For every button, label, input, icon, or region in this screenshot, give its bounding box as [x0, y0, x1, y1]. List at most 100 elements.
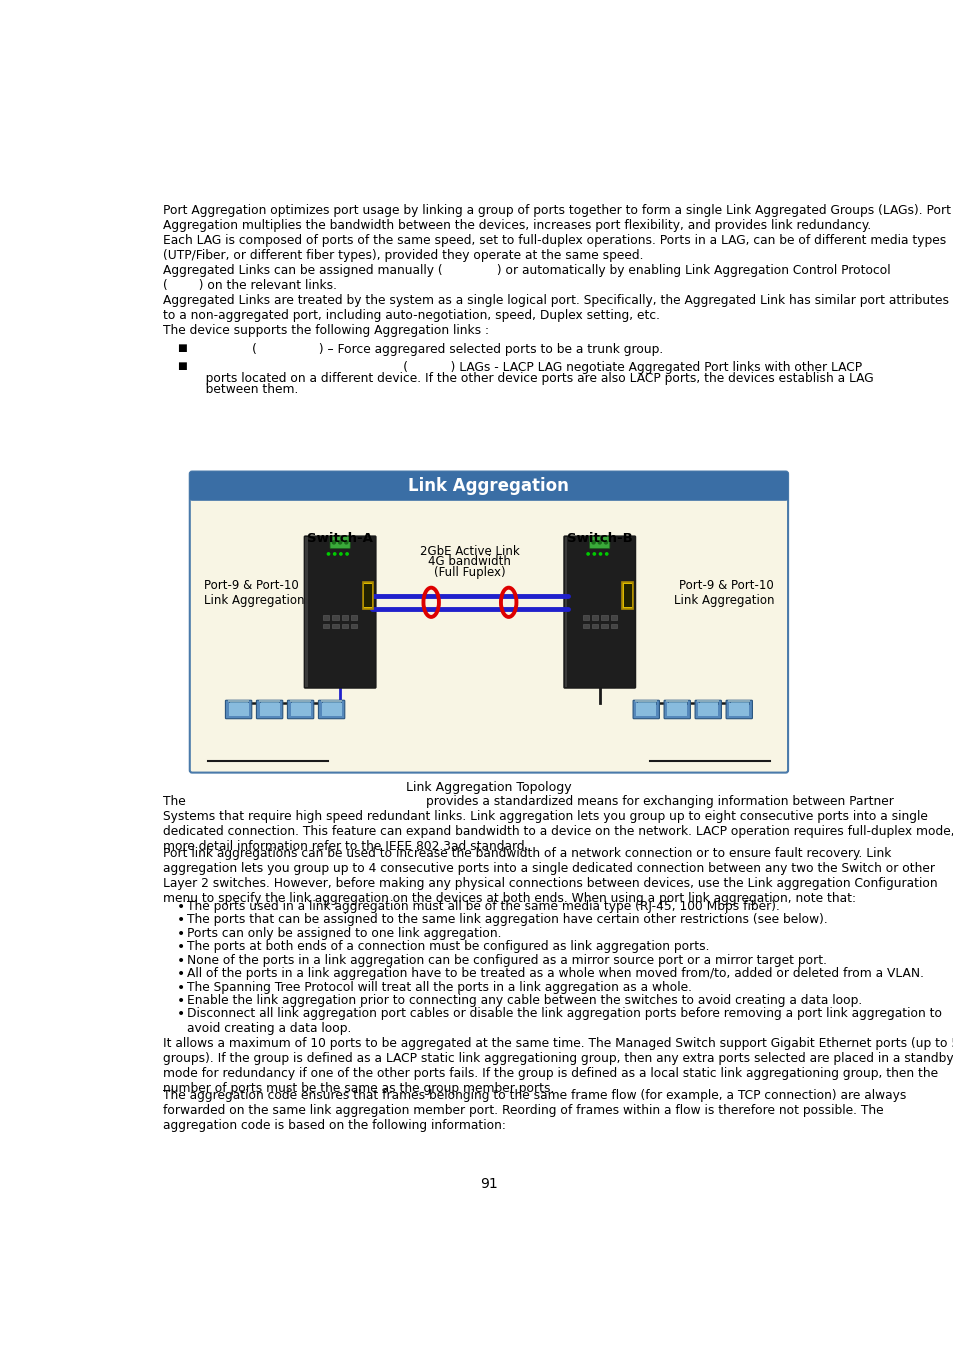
Text: Aggregated Links can be assigned manually (              ) or automatically by e: Aggregated Links can be assigned manuall… — [163, 265, 890, 293]
Circle shape — [586, 552, 589, 555]
Circle shape — [339, 552, 342, 555]
Circle shape — [346, 552, 348, 555]
Text: Port link aggregations can be used to increase the bandwidth of a network connec: Port link aggregations can be used to in… — [163, 848, 937, 906]
Text: •: • — [177, 913, 186, 927]
Bar — [636, 703, 656, 716]
Bar — [362, 582, 373, 609]
Bar — [643, 701, 648, 707]
Text: The Spanning Tree Protocol will treat all the ports in a link aggregation as a w: The Spanning Tree Protocol will treat al… — [187, 980, 691, 994]
Bar — [323, 624, 329, 628]
Text: •: • — [177, 1007, 186, 1022]
Circle shape — [604, 541, 607, 544]
Bar — [229, 701, 248, 705]
Bar — [291, 703, 311, 716]
Text: Aggregated Links are treated by the system as a single logical port. Specificall: Aggregated Links are treated by the syst… — [163, 294, 948, 323]
Text: •: • — [177, 994, 186, 1008]
Circle shape — [605, 552, 607, 555]
Text: ■: ■ — [177, 360, 187, 371]
Circle shape — [598, 541, 600, 544]
Text: 2GbE Active Link: 2GbE Active Link — [419, 544, 519, 558]
Bar — [728, 703, 748, 716]
FancyBboxPatch shape — [563, 536, 635, 688]
Bar — [291, 701, 310, 705]
Text: 91: 91 — [479, 1177, 497, 1191]
Bar — [290, 701, 311, 702]
Text: between them.: between them. — [194, 383, 298, 396]
Bar — [698, 703, 718, 716]
Bar — [323, 616, 329, 620]
Bar — [341, 624, 348, 628]
Bar — [582, 624, 588, 628]
Bar — [674, 701, 679, 707]
Bar — [705, 701, 710, 707]
Bar — [667, 701, 686, 705]
Bar — [258, 701, 280, 702]
Bar — [600, 616, 607, 620]
Text: Port Aggregation optimizes port usage by linking a group of ports together to fo: Port Aggregation optimizes port usage by… — [163, 204, 950, 232]
Bar — [298, 701, 303, 707]
Bar — [341, 616, 348, 620]
Circle shape — [592, 541, 595, 544]
Bar — [332, 624, 338, 628]
Bar — [192, 486, 785, 498]
Text: Link Aggregation: Link Aggregation — [408, 477, 569, 495]
Bar — [259, 703, 279, 716]
Bar — [635, 701, 657, 702]
Circle shape — [327, 552, 330, 555]
Bar — [267, 701, 272, 707]
Text: •: • — [177, 940, 186, 954]
Text: Enable the link aggregation prior to connecting any cable between the switches t: Enable the link aggregation prior to con… — [187, 994, 861, 1007]
Bar — [228, 701, 249, 702]
Bar — [320, 701, 342, 702]
FancyBboxPatch shape — [225, 701, 252, 718]
Bar — [728, 701, 749, 702]
Text: •: • — [177, 953, 186, 968]
Bar — [582, 616, 588, 620]
Circle shape — [593, 552, 595, 555]
Circle shape — [344, 541, 348, 544]
FancyBboxPatch shape — [190, 471, 787, 772]
Bar — [610, 616, 617, 620]
FancyBboxPatch shape — [330, 536, 350, 548]
Text: •: • — [177, 899, 186, 914]
Bar — [729, 701, 748, 705]
Text: ports located on a different device. If the other device ports are also LACP por: ports located on a different device. If … — [194, 371, 873, 385]
Text: •: • — [177, 967, 186, 981]
FancyBboxPatch shape — [725, 701, 752, 718]
Text: Switch-A: Switch-A — [307, 532, 373, 545]
Text: Ports can only be assigned to one link aggregation.: Ports can only be assigned to one link a… — [187, 926, 500, 940]
Text: (Full Fuplex): (Full Fuplex) — [434, 566, 505, 579]
Text: The                                                              provides a stan: The provides a stan — [163, 795, 953, 853]
Text: None of the ports in a link aggregation can be configured as a mirror source por: None of the ports in a link aggregation … — [187, 953, 826, 967]
Bar — [236, 701, 241, 707]
Text: The ports used in a link aggregation must all be of the same media type (RJ-45, : The ports used in a link aggregation mus… — [187, 899, 779, 913]
Bar — [621, 582, 633, 609]
Text: It allows a maximum of 10 ports to be aggregated at the same time. The Managed S: It allows a maximum of 10 ports to be ag… — [163, 1037, 953, 1095]
FancyBboxPatch shape — [256, 701, 282, 718]
Bar — [666, 703, 686, 716]
Text: The aggregation code ensures that frames belonging to the same frame flow (for e: The aggregation code ensures that frames… — [163, 1089, 906, 1133]
Circle shape — [334, 552, 335, 555]
FancyBboxPatch shape — [304, 536, 375, 688]
Text: Port-9 & Port-10
Link Aggregation: Port-9 & Port-10 Link Aggregation — [673, 579, 773, 606]
Text: Port-9 & Port-10
Link Aggregation: Port-9 & Port-10 Link Aggregation — [204, 579, 304, 606]
Circle shape — [338, 541, 341, 544]
Text: The ports that can be assigned to the same link aggregation have certain other r: The ports that can be assigned to the sa… — [187, 913, 826, 926]
FancyBboxPatch shape — [633, 701, 659, 718]
Bar — [592, 616, 598, 620]
FancyBboxPatch shape — [663, 701, 690, 718]
Bar — [637, 701, 655, 705]
FancyBboxPatch shape — [318, 701, 344, 718]
Bar — [623, 585, 631, 606]
Bar — [322, 701, 340, 705]
Text: •: • — [177, 926, 186, 941]
Text: •: • — [177, 980, 186, 995]
Bar — [351, 616, 356, 620]
Text: ■: ■ — [177, 343, 187, 354]
Text: (           ) LAGs - LACP LAG negotiate Aggregated Port links with other LACP: ( ) LAGs - LACP LAG negotiate Aggregated… — [194, 360, 862, 374]
Text: Link Aggregation Topology: Link Aggregation Topology — [406, 782, 571, 794]
Text: Each LAG is composed of ports of the same speed, set to full-duplex operations. : Each LAG is composed of ports of the sam… — [163, 235, 945, 262]
Text: (                ) – Force aggregared selected ports to be a trunk group.: ( ) – Force aggregared selected ports to… — [194, 343, 663, 356]
Bar — [600, 624, 607, 628]
Bar — [592, 624, 598, 628]
